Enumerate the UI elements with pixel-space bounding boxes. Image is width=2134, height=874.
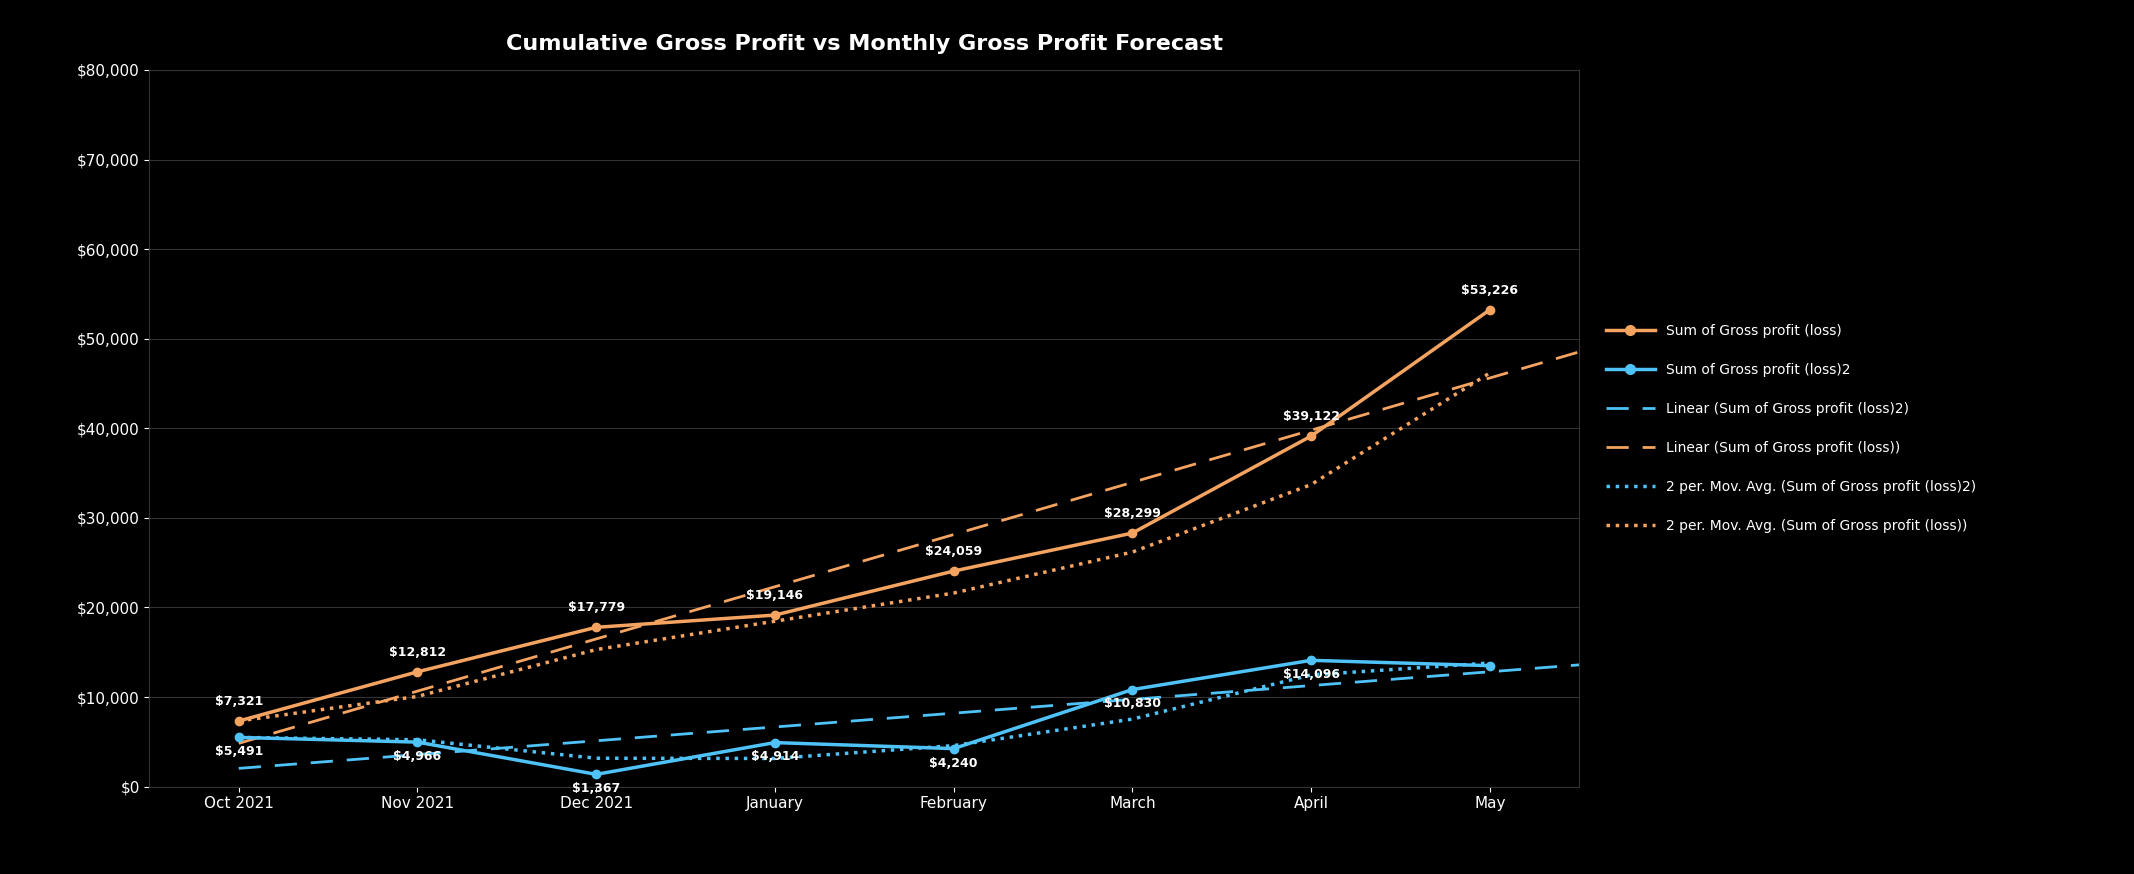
Text: $7,321: $7,321 <box>216 695 262 708</box>
Text: $4,966: $4,966 <box>393 750 442 763</box>
Text: $28,299: $28,299 <box>1103 507 1161 520</box>
Text: $10,830: $10,830 <box>1103 697 1161 711</box>
Text: $39,122: $39,122 <box>1283 410 1340 423</box>
Text: $4,240: $4,240 <box>930 757 977 769</box>
Text: $53,226: $53,226 <box>1462 284 1517 296</box>
Title: Cumulative Gross Profit vs Monthly Gross Profit Forecast: Cumulative Gross Profit vs Monthly Gross… <box>506 34 1223 54</box>
Text: $17,779: $17,779 <box>568 601 625 614</box>
Text: $4,914: $4,914 <box>751 751 798 764</box>
Text: $24,059: $24,059 <box>924 545 982 558</box>
Text: $14,096: $14,096 <box>1283 669 1340 681</box>
Text: $1,367: $1,367 <box>572 782 621 795</box>
Text: $5,491: $5,491 <box>216 746 262 759</box>
Text: $19,146: $19,146 <box>747 589 802 602</box>
Legend: Sum of Gross profit (loss), Sum of Gross profit (loss)2, Linear (Sum of Gross pr: Sum of Gross profit (loss), Sum of Gross… <box>1600 318 1980 538</box>
Text: $12,812: $12,812 <box>388 646 446 659</box>
